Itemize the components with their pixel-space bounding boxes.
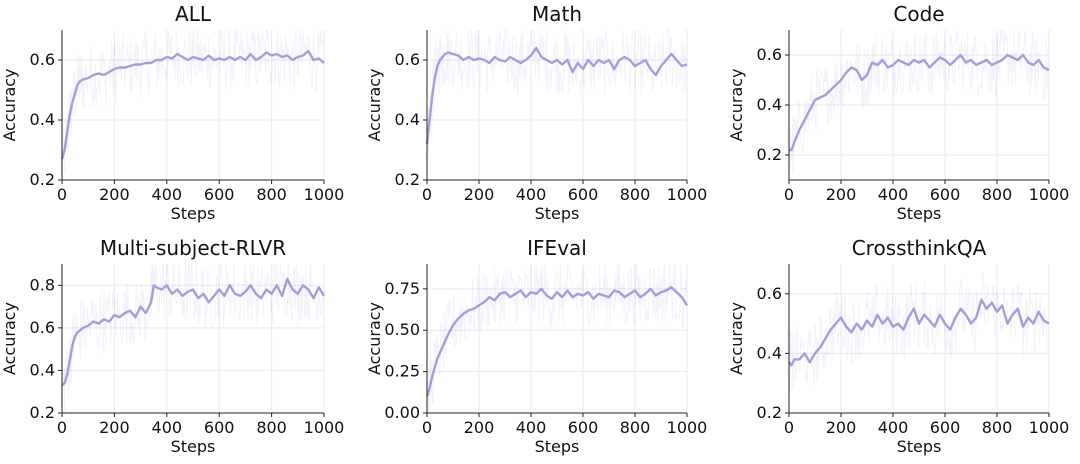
x-tick-label: 1000 [667,185,708,204]
x-tick-label: 600 [930,185,961,204]
x-tick-label: 600 [204,418,235,437]
x-tick-label: 0 [422,185,432,204]
x-axis-label: Steps [897,437,942,456]
x-tick-label: 200 [99,185,130,204]
x-tick-label: 800 [256,185,287,204]
y-tick-label: 0.4 [30,110,55,129]
y-tick-label: 0.4 [30,360,55,379]
y-axis-label: Accuracy [0,302,19,375]
y-tick-label: 0.2 [30,403,55,422]
y-tick-label: 0.4 [395,110,420,129]
raw-series-line [61,28,324,173]
x-tick-label: 800 [620,418,651,437]
x-tick-label: 1000 [304,418,345,437]
chart-panel: 0.2 0.4 0.6 0 200 400 600 800 1000 Math Steps Accur… [365,2,707,223]
y-tick-label: 0.2 [30,170,55,189]
x-tick-label: 600 [568,418,599,437]
raw-series-line [788,271,1049,396]
x-tick-label: 0 [784,185,794,204]
x-tick-label: 200 [826,418,857,437]
raw-series-line [61,262,324,413]
x-axis-label: Steps [535,437,580,456]
y-tick-label: 0.6 [757,45,782,64]
y-tick-label: 0.4 [757,343,782,362]
x-tick-label: 0 [422,418,432,437]
y-tick-label: 0.00 [384,403,420,422]
x-tick-label: 600 [204,185,235,204]
chart-panel: 0.2 0.4 0.6 0 200 400 600 800 1000 ALL Steps Accura… [0,2,344,223]
raw-series-line [788,29,1049,173]
chart-panel: 0.2 0.4 0.6 0.8 0 200 400 600 800 1000 Multi-subje… [0,236,344,456]
y-tick-label: 0.25 [384,362,420,381]
x-tick-label: 400 [878,185,909,204]
x-tick-label: 0 [784,418,794,437]
x-tick-label: 0 [57,185,67,204]
x-axis-label: Steps [171,437,216,456]
x-tick-label: 800 [982,185,1013,204]
series-line [789,53,1050,152]
x-tick-label: 400 [152,418,183,437]
x-tick-label: 800 [256,418,287,437]
series-line [425,46,688,145]
x-tick-label: 400 [878,418,909,437]
y-axis-label: Accuracy [365,68,384,141]
x-axis-label: Steps [535,204,580,223]
y-tick-label: 0.2 [757,403,782,422]
x-tick-label: 1000 [667,418,708,437]
y-tick-label: 0.6 [757,284,782,303]
x-tick-label: 400 [152,185,183,204]
chart-title: Multi-subject-RLVR [100,236,286,260]
chart-title: CrossthinkQA [852,236,987,260]
chart-panel: 0.2 0.4 0.6 0 200 400 600 800 1000 CrossthinkQA St… [727,236,1069,456]
y-axis-label: Accuracy [727,302,746,375]
y-axis-label: Accuracy [365,302,384,375]
y-tick-label: 0.50 [384,320,420,339]
chart-title: IFEval [527,236,587,260]
chart-panel: 0.2 0.4 0.6 0 200 400 600 800 1000 Code Steps Accur… [727,2,1069,223]
x-tick-label: 1000 [1029,418,1070,437]
x-tick-label: 800 [620,185,651,204]
x-tick-label: 600 [568,185,599,204]
y-tick-label: 0.75 [384,279,420,298]
y-axis-label: Accuracy [0,68,19,141]
y-tick-label: 0.8 [30,275,55,294]
series-line [61,277,326,387]
x-tick-label: 200 [99,418,130,437]
chart-title: Code [893,2,944,26]
raw-series-line [426,29,687,157]
x-axis-label: Steps [171,204,216,223]
y-tick-label: 0.6 [30,50,55,69]
chart-panel: 0.00 0.25 0.50 0.75 0 200 400 600 800 1000 IFEval S… [365,236,707,456]
x-tick-label: 200 [826,185,857,204]
chart-title: ALL [175,2,212,26]
chart-title: Math [532,2,582,26]
series-line [60,49,325,160]
x-tick-label: 1000 [304,185,345,204]
x-tick-label: 400 [516,185,547,204]
y-tick-label: 0.6 [30,318,55,337]
y-tick-label: 0.6 [395,50,420,69]
y-tick-label: 0.2 [395,170,420,189]
series-line [788,298,1050,367]
x-tick-label: 800 [982,418,1013,437]
x-tick-label: 200 [464,185,495,204]
x-tick-label: 0 [57,418,67,437]
series-line [425,286,689,397]
x-tick-label: 1000 [1029,185,1070,204]
x-axis-label: Steps [897,204,942,223]
y-tick-label: 0.4 [757,95,782,114]
x-tick-label: 600 [930,418,961,437]
x-tick-label: 400 [516,418,547,437]
y-axis-label: Accuracy [727,68,746,141]
y-tick-label: 0.2 [757,145,782,164]
x-tick-label: 200 [464,418,495,437]
raw-series-line [426,262,687,414]
